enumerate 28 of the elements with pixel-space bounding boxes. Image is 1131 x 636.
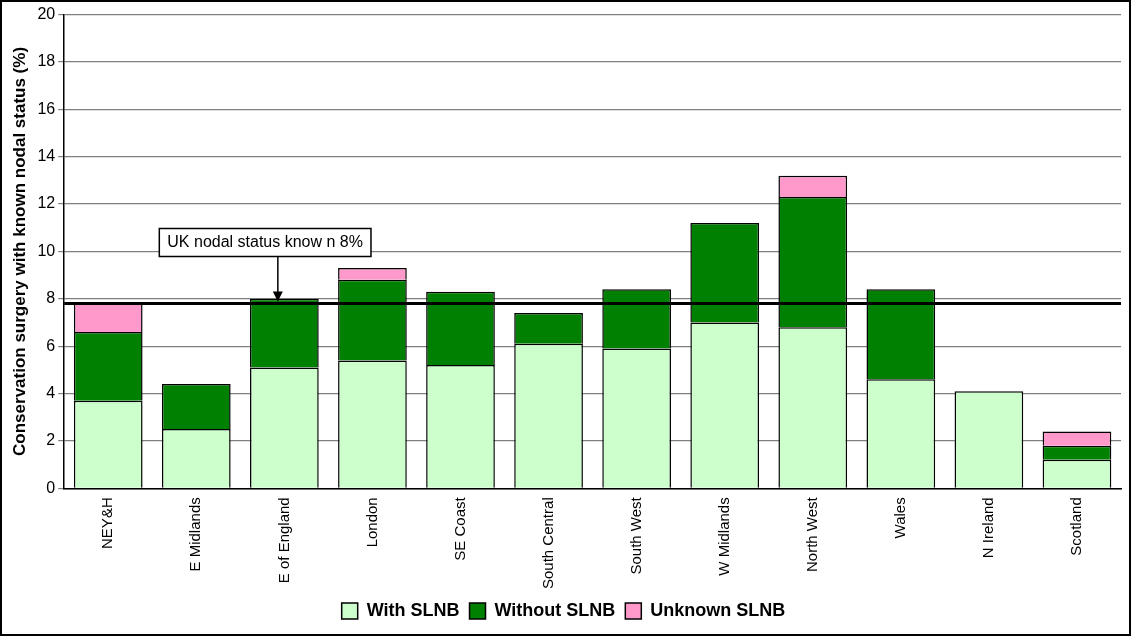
y-tick-label: 2 xyxy=(46,431,56,449)
y-tick-label: 14 xyxy=(37,147,56,165)
y-tick-label: 6 xyxy=(46,336,56,354)
x-tick-label: North West xyxy=(802,496,820,573)
y-tick-label: 16 xyxy=(37,99,56,117)
x-tick-label: E of England xyxy=(274,497,292,584)
x-tick-label: Wales xyxy=(890,497,908,539)
y-tick-label: 12 xyxy=(37,194,56,212)
legend-label: With SLNB xyxy=(366,599,460,620)
y-tick-label: 20 xyxy=(37,5,56,23)
ref-line-label: UK nodal status know n 8% xyxy=(167,232,363,250)
x-tick-label: London xyxy=(362,497,380,548)
x-tick-label: South Central xyxy=(538,497,556,590)
y-tick-label: 10 xyxy=(37,241,56,259)
legend-label: Unknown SLNB xyxy=(650,599,786,620)
x-tick-label: Scotland xyxy=(1067,497,1085,556)
x-tick-label: South West xyxy=(626,496,644,575)
legend-label: Without SLNB xyxy=(494,599,616,620)
x-tick-label: E Midlands xyxy=(186,497,204,572)
y-tick-label: 0 xyxy=(46,478,56,496)
x-tick-label: SE Coast xyxy=(450,496,468,561)
y-tick-label: 18 xyxy=(37,52,56,70)
x-tick-label: N Ireland xyxy=(979,497,997,559)
x-tick-label: W Midlands xyxy=(714,497,732,576)
y-tick-label: 8 xyxy=(46,289,56,307)
y-axis-title: Conservation surgery with known nodal status (%) xyxy=(9,46,29,456)
y-tick-label: 4 xyxy=(46,383,56,401)
x-tick-label: NEY&H xyxy=(98,497,116,549)
